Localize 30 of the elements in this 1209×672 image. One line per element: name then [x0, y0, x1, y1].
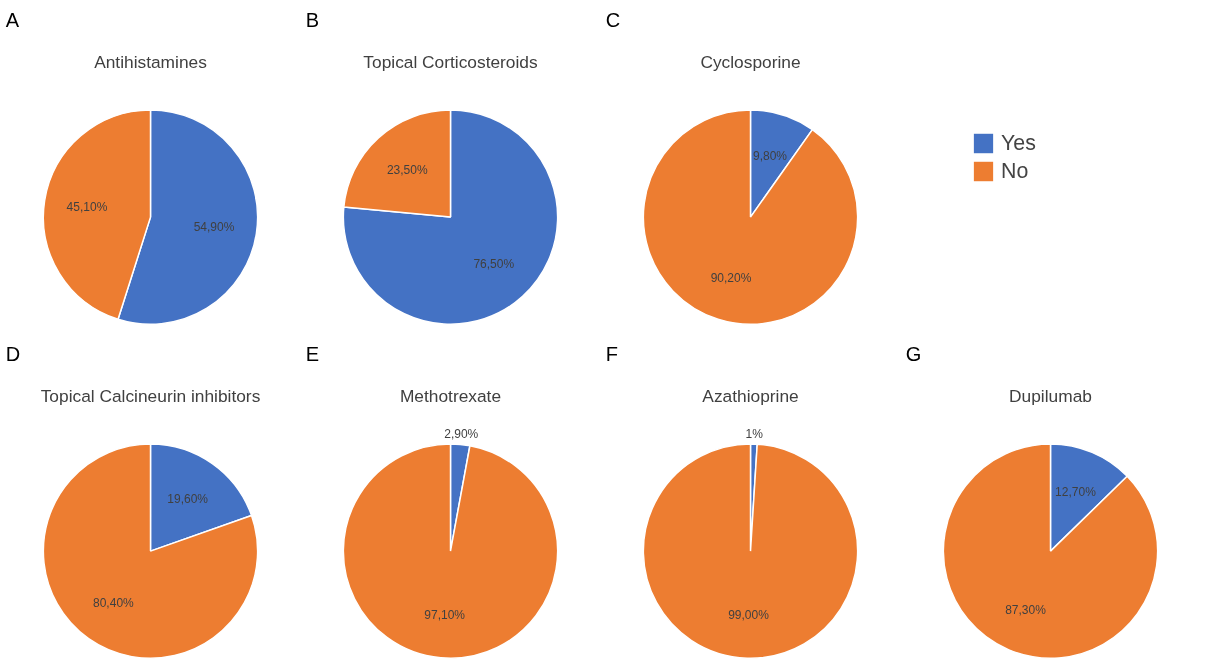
data-label: 54,90% — [193, 219, 235, 234]
data-label: 76,50% — [473, 257, 515, 272]
text: C — [605, 8, 621, 31]
data-label: 80,40% — [93, 596, 135, 611]
data-label: 1% — [745, 426, 764, 441]
text: A — [5, 8, 20, 31]
text: B — [305, 8, 320, 31]
text: G — [905, 342, 922, 365]
chart-title: Antihistamines — [94, 52, 208, 73]
chart-title: Dupilumab — [1009, 386, 1092, 407]
data-label: 99,00% — [728, 608, 770, 623]
chart-title: Cyclosporine — [700, 52, 801, 73]
text: E — [305, 342, 320, 365]
chart-title: Methotrexate — [399, 386, 502, 407]
data-label: 90,20% — [710, 271, 752, 286]
legend-label: Yes — [1001, 130, 1036, 156]
data-label: 45,10% — [66, 200, 108, 215]
text: F — [605, 342, 619, 365]
data-label: 19,60% — [167, 491, 209, 506]
data-label: 12,70% — [1055, 485, 1097, 500]
text: D — [5, 342, 21, 365]
data-label: 9,80% — [752, 149, 788, 164]
data-label: 97,10% — [424, 607, 466, 622]
chart-title: Topical Corticosteroids — [363, 52, 538, 73]
chart-title: Azathioprine — [702, 386, 799, 407]
chart-title: Topical Calcineurin inhibitors — [40, 386, 261, 407]
legend-label: No — [1001, 158, 1029, 184]
data-label: 87,30% — [1005, 603, 1047, 618]
data-label: 2,90% — [444, 427, 479, 442]
data-label: 23,50% — [386, 162, 428, 177]
